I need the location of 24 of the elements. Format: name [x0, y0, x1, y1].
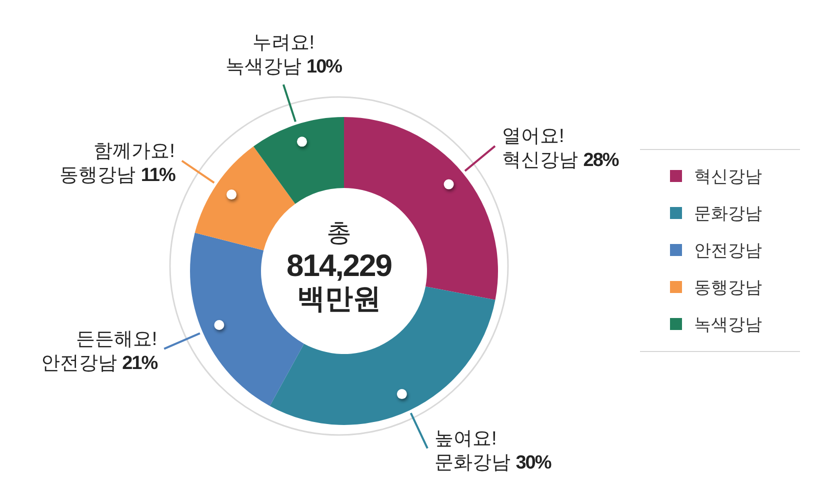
text: 열어요! [502, 126, 564, 148]
text: 총 814,229 백만원 [286, 218, 392, 315]
slice-label: 안전강남 [40, 352, 117, 374]
donut-slice [194, 146, 296, 250]
data-label: 10% [306, 56, 343, 78]
slice-label: 녹색강남 [225, 56, 302, 78]
legend-label: 동행강남 [694, 276, 762, 298]
data-label: 28% [583, 150, 620, 172]
data-label: 30% [516, 452, 552, 474]
slice-label: 혁신강남 [502, 150, 578, 172]
donut-slice [253, 117, 344, 204]
legend-label: 혁신강남 [694, 166, 762, 188]
slice-label: 동행강남 [60, 164, 136, 186]
legend-label: 녹색강남 [694, 314, 762, 336]
slice-label: 문화강남 [434, 452, 510, 474]
legend-label: 문화강남 [694, 202, 762, 224]
text: 누려요! [252, 32, 315, 54]
text: 함께가요! [94, 140, 175, 162]
legend-label: 안전강남 [694, 240, 762, 262]
data-label: 21% [122, 352, 158, 374]
text: 든든해요! [76, 328, 158, 350]
donut-slice [270, 286, 496, 425]
data-label: 11% [140, 164, 176, 186]
text: 높여요! [434, 428, 497, 450]
